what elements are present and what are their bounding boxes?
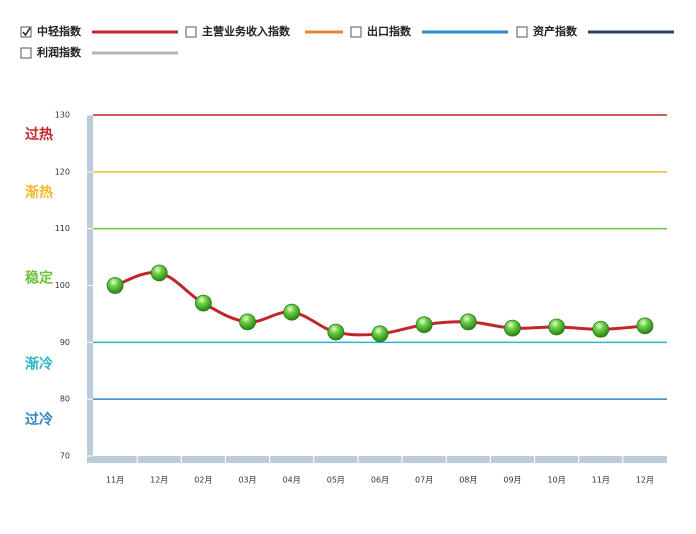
legend-label: 利润指数 — [37, 45, 82, 59]
legend-item[interactable]: 主营业务收入指数 — [185, 24, 343, 38]
legend-label: 主营业务收入指数 — [202, 24, 291, 38]
point[interactable] — [371, 325, 389, 343]
x-tick-label: 12月 — [636, 476, 654, 485]
point[interactable] — [106, 277, 124, 294]
y-axis-bar — [87, 115, 93, 463]
zone-label: 渐热 — [25, 184, 53, 201]
x-tick-label: 07月 — [415, 476, 433, 485]
x-tick-label: 12月 — [150, 476, 168, 485]
x-tick-label: 03月 — [238, 476, 256, 485]
x-tick-label: 08月 — [459, 476, 477, 485]
legend-item[interactable]: 资产指数 — [516, 24, 674, 38]
legend-label: 出口指数 — [367, 24, 412, 38]
legend-item[interactable]: 出口指数 — [350, 24, 508, 38]
x-axis-bar — [87, 456, 667, 463]
y-tick-label: 110 — [55, 224, 70, 233]
checkbox[interactable] — [20, 47, 32, 59]
checkbox[interactable] — [350, 26, 362, 38]
y-tick-label: 90 — [60, 338, 70, 347]
point[interactable] — [504, 319, 521, 337]
y-tick-label: 70 — [60, 452, 70, 461]
y-tick-label: 130 — [55, 111, 70, 120]
point[interactable] — [636, 317, 654, 335]
zone-label: 过热 — [25, 126, 53, 143]
y-tick-label: 120 — [55, 167, 70, 176]
legend-label: 中轻指数 — [37, 24, 82, 38]
checkbox[interactable] — [185, 26, 197, 38]
point[interactable] — [415, 316, 433, 334]
checkbox[interactable] — [516, 26, 528, 38]
x-tick-label: 11月 — [592, 476, 610, 485]
x-tick-label: 05月 — [327, 476, 345, 485]
legend-item[interactable]: 中轻指数 — [20, 24, 178, 38]
point[interactable] — [150, 264, 168, 282]
x-tick-label: 11月 — [106, 476, 124, 485]
point[interactable] — [459, 313, 477, 331]
y-tick-label: 80 — [60, 395, 70, 404]
x-tick-label: 10月 — [548, 476, 566, 485]
x-tick-label: 06月 — [371, 476, 389, 485]
point[interactable] — [327, 323, 345, 341]
point[interactable] — [194, 294, 212, 312]
check-mark — [22, 27, 31, 37]
point[interactable] — [283, 303, 301, 321]
zone-label: 渐冷 — [25, 355, 53, 372]
point[interactable] — [592, 320, 610, 338]
x-tick-label: 04月 — [283, 476, 301, 485]
point[interactable] — [548, 318, 566, 336]
checkbox[interactable] — [20, 26, 32, 38]
legend-label: 资产指数 — [533, 24, 578, 38]
y-tick-label: 100 — [55, 281, 70, 290]
legend-item[interactable]: 利润指数 — [20, 45, 178, 59]
x-tick-label: 09月 — [503, 476, 521, 485]
x-tick-label: 02月 — [194, 476, 212, 485]
zone-label: 稳定 — [25, 270, 53, 287]
point[interactable] — [239, 313, 256, 331]
zone-label: 过冷 — [25, 411, 53, 428]
